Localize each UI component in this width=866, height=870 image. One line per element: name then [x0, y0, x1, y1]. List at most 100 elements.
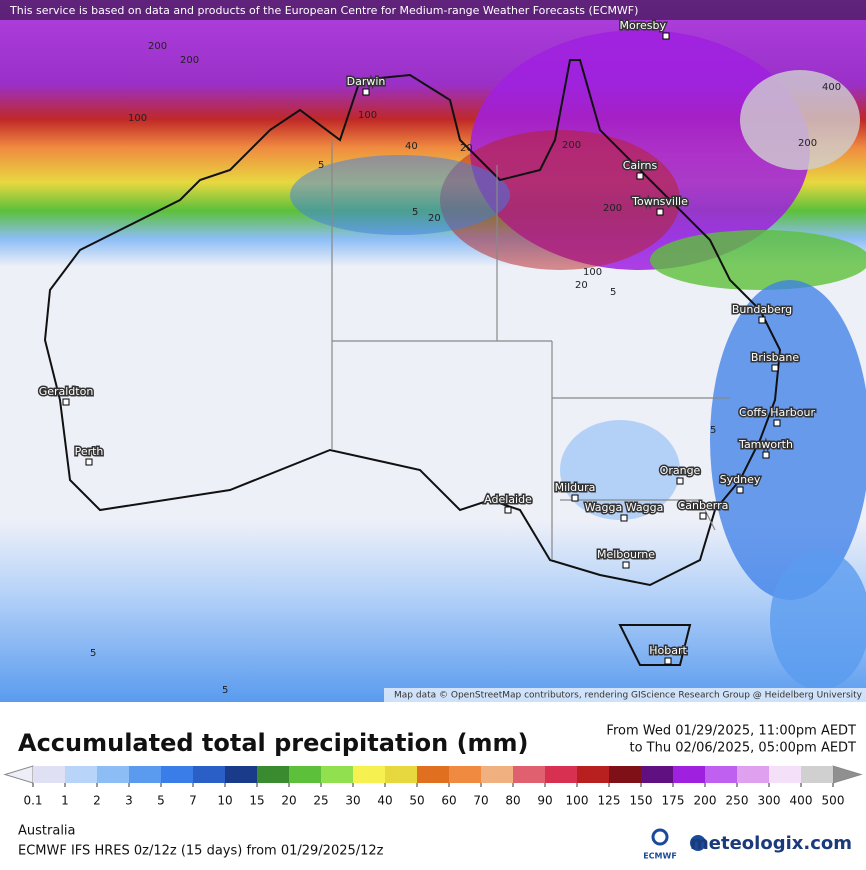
city-marker: [656, 208, 664, 216]
city-marker: [362, 88, 370, 96]
legend-tick-label: 150: [630, 794, 653, 808]
legend-swatch: [577, 766, 609, 783]
contour-label: 400: [822, 82, 841, 93]
period-from: From Wed 01/29/2025, 11:00pm AEDT: [606, 724, 856, 739]
model-info: ECMWF IFS HRES 0z/12z (15 days) from 01/…: [18, 844, 384, 859]
legend-tick-label: 50: [409, 794, 424, 808]
contour-label: 200: [562, 140, 581, 151]
contour-label: 200: [180, 55, 199, 66]
city-label: Moresby: [620, 19, 667, 32]
legend-tick-label: 90: [537, 794, 552, 808]
city-marker: [662, 32, 670, 40]
contour-label: 100: [358, 110, 377, 121]
legend-swatch: [129, 766, 161, 783]
legend-swatch: [65, 766, 97, 783]
contour-label: 40: [405, 141, 418, 152]
legend-tick-label: 80: [505, 794, 520, 808]
city-marker: [636, 172, 644, 180]
legend-tick-label: 400: [790, 794, 813, 808]
legend-tick-label: 25: [313, 794, 328, 808]
city-marker: [622, 561, 630, 569]
ecmwf-logo: ECMWF: [643, 852, 677, 861]
contour-label: 5: [90, 648, 96, 659]
city-label: Wagga Wagga: [585, 501, 664, 514]
contour-layer: 200 200 100 100 40 20 5 200 200 400 200 100 20 5 5 20 5 5…: [90, 41, 841, 696]
city-label: Bundaberg: [732, 303, 792, 316]
city-marker: [620, 514, 628, 522]
legend-swatch: [33, 766, 65, 783]
city-label: Hobart: [649, 644, 687, 657]
title: Accumulated total precipitation (mm): [18, 729, 529, 757]
ecmwf-icon: [651, 828, 669, 846]
legend-tick-label: 40: [377, 794, 392, 808]
city-marker: [762, 451, 770, 459]
contour-label: 5: [318, 160, 324, 171]
legend-tick-label: 20: [281, 794, 296, 808]
city-label: Brisbane: [751, 351, 800, 364]
city-label: Mildura: [555, 481, 596, 494]
legend-tick-label: 100: [566, 794, 589, 808]
city-label: Adelaide: [484, 493, 532, 506]
coastline: [618, 624, 692, 666]
city-layer: Moresby Darwin Cairns Townsville Bundaberg Br…: [37, 18, 817, 665]
contour-label: 5: [710, 425, 716, 436]
legend-tick-label: 300: [758, 794, 781, 808]
site-icon: [690, 835, 706, 851]
city-label: Townsville: [631, 195, 688, 208]
legend-tick-label: 10: [217, 794, 232, 808]
period-to: to Thu 02/06/2025, 05:00pm AEDT: [630, 741, 857, 756]
legend-swatch: [737, 766, 769, 783]
contour-label: 100: [128, 113, 147, 124]
city-label: Perth: [75, 445, 104, 458]
legend-tick-label: 125: [598, 794, 621, 808]
city-marker: [571, 494, 579, 502]
legend-tick-label: 30: [345, 794, 360, 808]
legend-swatch: [705, 766, 737, 783]
legend-swatch: [353, 766, 385, 783]
legend-tick-label: 2: [93, 794, 101, 808]
city-label: Melbourne: [597, 548, 655, 561]
map: This service is based on data and produc…: [0, 0, 866, 702]
city-marker: [771, 364, 779, 372]
legend-swatch: [769, 766, 801, 783]
legend-swatch: [481, 766, 513, 783]
legend-tick-label: 200: [694, 794, 717, 808]
legend-over: [832, 765, 863, 784]
contour-label: 100: [583, 267, 602, 278]
city-label: Orange: [660, 464, 701, 477]
legend-swatch: [641, 766, 673, 783]
rain-area: [560, 420, 680, 520]
legend-swatch: [417, 766, 449, 783]
legend-tick-label: 15: [249, 794, 264, 808]
legend-swatch: [673, 766, 705, 783]
city-label: Geraldton: [39, 385, 94, 398]
city-marker: [85, 458, 93, 466]
city-marker: [62, 398, 70, 406]
legend-swatch: [193, 766, 225, 783]
contour-label: 20: [428, 213, 441, 224]
legend-swatch: [257, 766, 289, 783]
contour-label: 5: [412, 207, 418, 218]
city-marker: [758, 316, 766, 324]
rain-area: [290, 155, 510, 235]
city-marker: [773, 419, 781, 427]
legend-tick-label: 250: [726, 794, 749, 808]
city-label: Cairns: [623, 159, 658, 172]
city-label: Canberra: [678, 499, 729, 512]
legend-swatch: [449, 766, 481, 783]
legend-tick-label: 0.1: [23, 794, 42, 808]
city-marker: [736, 486, 744, 494]
rain-area: [710, 280, 866, 600]
city-label: Darwin: [347, 75, 386, 88]
legend-tick-label: 7: [189, 794, 197, 808]
legend-swatch: [513, 766, 545, 783]
site-logo[interactable]: meteologix.com: [690, 833, 852, 854]
contour-label: 200: [798, 138, 817, 149]
contour-label: 5: [222, 685, 228, 696]
legend-tick-label: 5: [157, 794, 165, 808]
city-marker: [664, 657, 672, 665]
legend-swatch: [545, 766, 577, 783]
coastline: [43, 59, 782, 587]
contour-label: 200: [603, 203, 622, 214]
